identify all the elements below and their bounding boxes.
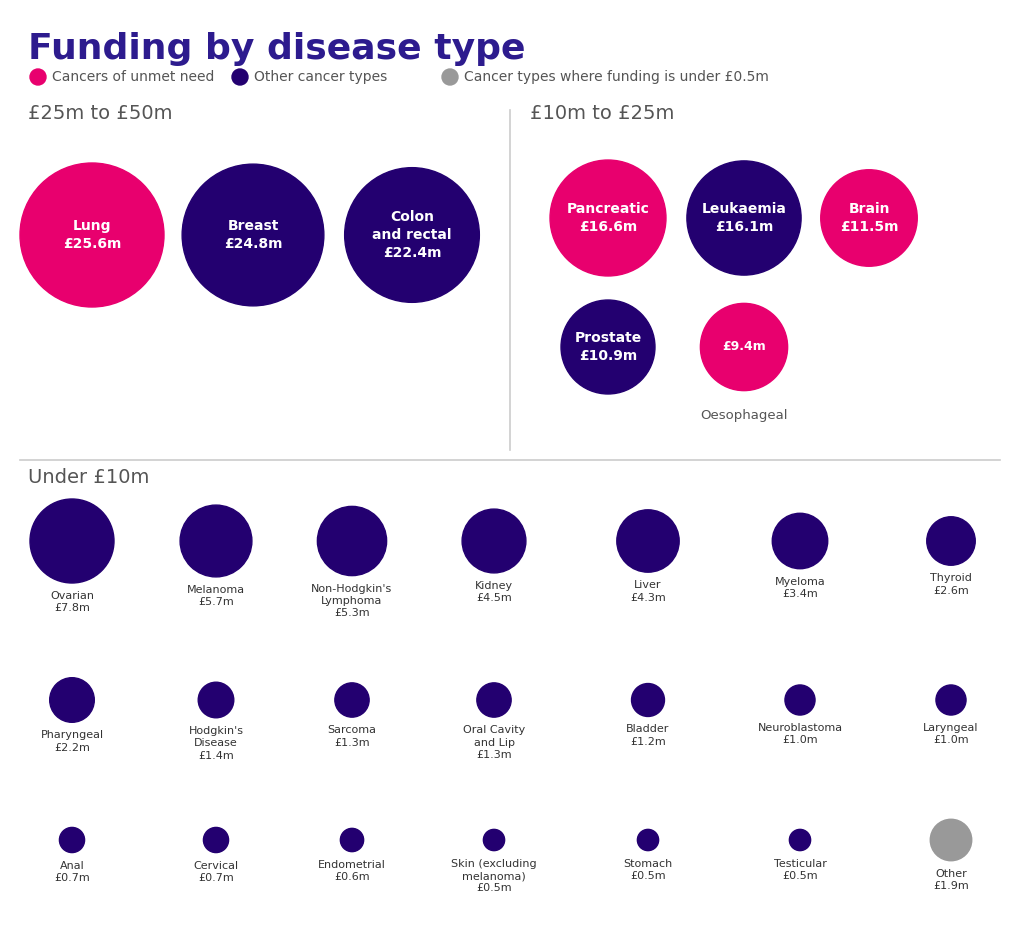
Text: Other
£1.9m: Other £1.9m	[933, 869, 969, 891]
Circle shape	[199, 682, 233, 718]
Text: Anal
£0.7m: Anal £0.7m	[54, 861, 90, 883]
Circle shape	[345, 168, 479, 302]
Circle shape	[232, 69, 248, 85]
Text: Hodgkin's
Disease
£1.4m: Hodgkin's Disease £1.4m	[188, 725, 244, 760]
Circle shape	[442, 69, 458, 85]
Circle shape	[936, 685, 966, 715]
Circle shape	[561, 300, 655, 394]
Text: Other cancer types: Other cancer types	[254, 70, 387, 84]
Circle shape	[204, 827, 228, 853]
Text: Stomach
£0.5m: Stomach £0.5m	[624, 859, 673, 881]
Circle shape	[182, 164, 324, 306]
Circle shape	[30, 69, 46, 85]
Text: Oesophageal: Oesophageal	[700, 409, 787, 422]
Text: Colon
and rectal
£22.4m: Colon and rectal £22.4m	[373, 210, 452, 260]
Text: Liver
£4.3m: Liver £4.3m	[630, 580, 666, 603]
Text: Thyroid
£2.6m: Thyroid £2.6m	[930, 574, 972, 595]
Text: Pharyngeal
£2.2m: Pharyngeal £2.2m	[40, 730, 103, 753]
Circle shape	[30, 499, 114, 583]
Circle shape	[550, 160, 666, 276]
Text: Ovarian
£7.8m: Ovarian £7.8m	[50, 591, 94, 613]
Text: Oral Cavity
and Lip
£1.3m: Oral Cavity and Lip £1.3m	[463, 725, 525, 760]
Text: Neuroblastoma
£1.0m: Neuroblastoma £1.0m	[758, 723, 843, 745]
Text: Breast
£24.8m: Breast £24.8m	[224, 219, 283, 252]
Text: Sarcoma
£1.3m: Sarcoma £1.3m	[328, 725, 377, 748]
Circle shape	[462, 509, 526, 573]
Circle shape	[340, 828, 364, 852]
Circle shape	[821, 170, 918, 267]
Text: Melanoma
£5.7m: Melanoma £5.7m	[187, 585, 245, 608]
Text: Bladder
£1.2m: Bladder £1.2m	[627, 724, 670, 747]
Text: Skin (excluding
melanoma)
£0.5m: Skin (excluding melanoma) £0.5m	[452, 859, 537, 893]
Text: £25m to £50m: £25m to £50m	[28, 104, 172, 123]
Circle shape	[930, 820, 972, 861]
Text: Cancers of unmet need: Cancers of unmet need	[52, 70, 214, 84]
Text: Laryngeal
£1.0m: Laryngeal £1.0m	[924, 723, 979, 745]
Text: Lung
£25.6m: Lung £25.6m	[62, 219, 121, 252]
Text: £10m to £25m: £10m to £25m	[530, 104, 675, 123]
Text: Endometrial
£0.6m: Endometrial £0.6m	[318, 860, 386, 882]
Text: Prostate
£10.9m: Prostate £10.9m	[574, 331, 642, 364]
Text: £9.4m: £9.4m	[722, 340, 766, 353]
Text: Kidney
£4.5m: Kidney £4.5m	[475, 581, 513, 603]
Text: Non-Hodgkin's
Lymphoma
£5.3m: Non-Hodgkin's Lymphoma £5.3m	[311, 584, 392, 618]
Circle shape	[180, 505, 252, 577]
Text: Testicular
£0.5m: Testicular £0.5m	[773, 859, 826, 881]
Circle shape	[335, 683, 369, 717]
Circle shape	[477, 683, 511, 717]
Circle shape	[59, 827, 85, 853]
Circle shape	[20, 163, 164, 307]
Circle shape	[687, 161, 801, 275]
Text: Under £10m: Under £10m	[28, 468, 150, 487]
Circle shape	[317, 507, 387, 576]
Text: Pancreatic
£16.6m: Pancreatic £16.6m	[566, 202, 649, 235]
Text: Cervical
£0.7m: Cervical £0.7m	[194, 861, 239, 883]
Circle shape	[632, 684, 665, 717]
Circle shape	[927, 517, 975, 565]
Circle shape	[637, 829, 658, 851]
Text: Brain
£11.5m: Brain £11.5m	[840, 202, 898, 235]
Text: Leukaemia
£16.1m: Leukaemia £16.1m	[701, 202, 786, 235]
Circle shape	[483, 829, 505, 851]
Circle shape	[785, 685, 815, 715]
Text: Funding by disease type: Funding by disease type	[28, 32, 525, 66]
Text: Myeloma
£3.4m: Myeloma £3.4m	[774, 577, 825, 599]
Circle shape	[50, 677, 94, 723]
Circle shape	[616, 510, 679, 572]
Circle shape	[790, 829, 811, 851]
Circle shape	[700, 303, 787, 391]
Text: Cancer types where funding is under £0.5m: Cancer types where funding is under £0.5…	[464, 70, 769, 84]
Circle shape	[772, 513, 827, 569]
